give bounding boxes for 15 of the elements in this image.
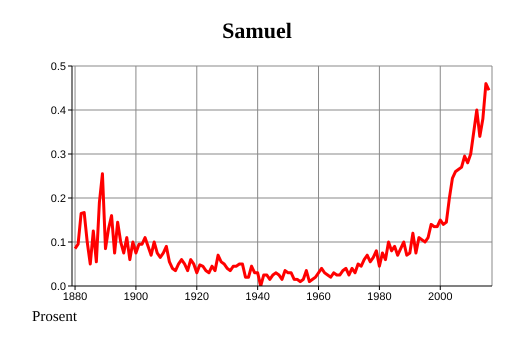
x-tick-label: 1960 [306,290,331,303]
x-tick-label: 1980 [367,290,392,303]
x-tick-label: 1920 [184,290,210,303]
y-tick-label: 0.5 [50,60,66,73]
y-tick-label: 0.2 [50,192,66,205]
y-tick-label: 0.0 [50,280,66,293]
y-tick-label: 0.1 [50,236,66,249]
chart-title: Samuel [221,18,293,44]
x-tick-label: 1900 [124,290,148,303]
x-tick-label: 1880 [62,290,88,303]
x-tick-label: 2000 [428,290,453,303]
x-tick-label: 1940 [245,290,270,303]
y-tick-label: 0.3 [50,148,66,161]
y-axis-title: Prosent [32,309,77,326]
y-tick-label: 0.4 [50,104,66,117]
